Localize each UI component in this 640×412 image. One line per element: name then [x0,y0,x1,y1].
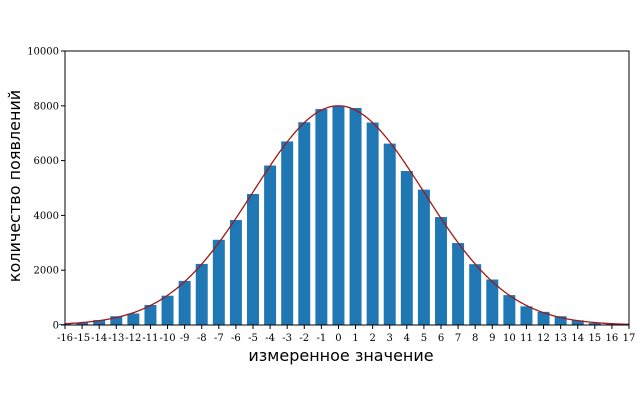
x-tick-label: 3 [387,333,393,344]
bar-0 [332,106,345,325]
x-tick-label: 6 [438,333,444,344]
bar--3 [281,141,294,325]
x-tick-label: -7 [214,333,224,344]
bar-4 [400,171,413,325]
x-tick-label: 2 [369,333,375,344]
x-tick-label: 10 [503,333,516,344]
x-axis-ticks: -16 -15 -14 -13 -12 -11 -10 -9 -8 -7 -6 -5 -4 -3 -2 -1 0… [57,325,635,344]
bar-10 [503,295,516,325]
x-tick-label: 12 [537,333,550,344]
bar-3 [383,143,396,325]
y-tick-label: 2000 [34,266,59,277]
x-axis-title: измеренное значение [248,346,433,365]
bar--10 [161,295,174,325]
bar--9 [178,280,191,325]
bar--12 [127,313,140,325]
x-tick-label: 13 [554,333,567,344]
x-tick-label: 4 [404,333,410,344]
x-tick-label: 8 [472,333,478,344]
bar-12 [537,311,550,325]
x-tick-label: 16 [606,333,619,344]
x-tick-label: 5 [421,333,427,344]
y-axis-title: количество появлений [5,90,24,282]
x-tick-label: -6 [231,333,241,344]
x-tick-label: -4 [265,333,275,344]
x-tick-label: -9 [180,333,190,344]
normal-fit-curve [64,105,630,325]
bar-7 [452,243,465,325]
bar-8 [469,264,482,325]
bar-1 [349,107,362,325]
x-tick-label: -14 [91,333,107,344]
x-tick-label: -12 [125,333,141,344]
bar--14 [93,320,106,325]
bar--5 [247,194,259,325]
bar-9 [486,279,499,325]
x-tick-label: -1 [316,333,326,344]
bar-16 [605,323,618,325]
y-tick-label: 8000 [34,101,59,112]
bar--7 [212,239,225,325]
x-tick-label: 14 [571,333,584,344]
bar--13 [110,316,123,325]
bar-14 [571,320,584,325]
y-tick-label: 10000 [27,47,59,58]
bar--6 [229,220,242,325]
x-tick-label: -13 [108,333,124,344]
x-tick-label: 0 [335,333,341,344]
x-tick-label: -8 [197,333,207,344]
bar-series [59,106,618,326]
bar--8 [195,263,208,325]
bar--2 [298,122,311,326]
y-tick-label: 0 [53,321,59,332]
x-tick-label: -2 [299,333,309,344]
x-tick-label: -3 [282,333,292,344]
x-tick-label: -10 [159,333,175,344]
bar-6 [435,217,447,325]
bar-13 [554,316,567,325]
plot-frame [64,50,630,326]
x-tick-label: -16 [57,333,73,344]
bar-11 [520,306,533,325]
bar--4 [264,165,277,325]
x-tick-label: 7 [455,333,461,344]
y-tick-label: 6000 [34,156,59,167]
y-tick-label: 4000 [34,211,59,222]
bar-15 [588,323,601,325]
bar-5 [417,189,430,325]
x-tick-label: 1 [352,333,358,344]
x-tick-label: -15 [74,333,90,344]
bar-2 [366,122,379,325]
x-tick-label: 17 [623,333,636,344]
x-tick-label: 15 [588,333,601,344]
bar--11 [144,304,157,325]
x-tick-label: 11 [520,333,533,344]
y-axis-ticks: 0 2000 4000 6000 8000 10000 [27,47,65,332]
x-tick-label: -11 [142,333,158,344]
x-tick-label: 9 [489,333,495,344]
x-tick-label: -5 [248,333,258,344]
bar--15 [76,322,89,325]
bar--1 [315,109,328,325]
